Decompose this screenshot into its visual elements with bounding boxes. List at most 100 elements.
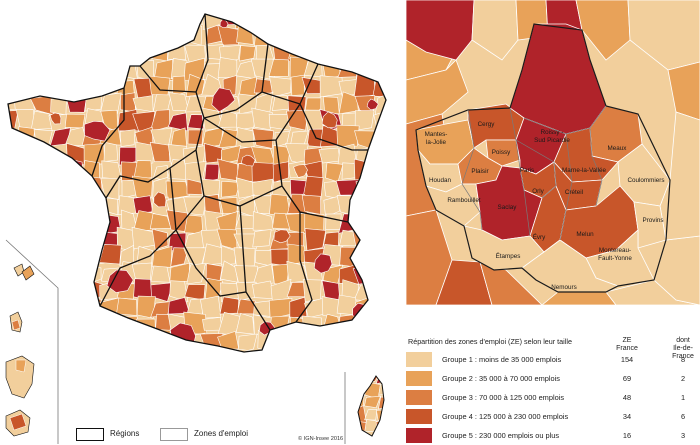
employment-zone [151, 228, 169, 251]
guadeloupe [13, 263, 35, 281]
employment-zone [184, 44, 207, 63]
employment-zone [358, 28, 375, 46]
employment-zone [29, 73, 54, 98]
employment-zone [341, 162, 356, 180]
employment-zone [13, 42, 37, 64]
employment-zone [233, 233, 258, 250]
employment-zone [83, 14, 101, 29]
employment-zone [319, 75, 344, 98]
legend-row-groupe-3: Groupe 3 : 70 000 à 125 000 emplois 48 1 [406, 390, 700, 406]
employment-zone [84, 314, 104, 334]
legend-idf-groupe-1: 8 [680, 355, 686, 364]
label-saclay: Saclay [498, 204, 518, 211]
employment-zone [233, 247, 256, 269]
employment-zone [389, 7, 405, 24]
employment-zone [151, 41, 169, 62]
legend-ze-groupe-1: 154 [620, 355, 634, 364]
label-melun: Melun [576, 231, 594, 238]
employment-zone [49, 176, 69, 199]
employment-zone-major [240, 154, 256, 167]
employment-zone-major [293, 164, 308, 178]
employment-zone [388, 229, 405, 248]
zone-outer-ne-2 [667, 61, 700, 121]
employment-zone [116, 297, 138, 316]
label-evry: Évry [533, 232, 546, 241]
label-nemours: Nemours [551, 284, 577, 291]
employment-zone [339, 14, 359, 28]
label-orly: Orly [532, 188, 544, 195]
employment-zone [268, 58, 289, 77]
legend-row-groupe-4: Groupe 4 : 125 000 à 230 000 emplois 34 … [406, 409, 700, 425]
employment-zone [325, 213, 342, 230]
employment-zone [354, 110, 375, 131]
legend-idf-groupe-3: 1 [680, 393, 686, 402]
employment-zone [372, 297, 386, 317]
employment-zone [17, 14, 36, 29]
employment-zone [49, 230, 72, 250]
employment-zone [341, 331, 360, 352]
legend-col-ze-france: ZE France [616, 337, 638, 352]
employment-zone [251, 107, 273, 131]
employment-zone [82, 194, 105, 216]
employment-zone [148, 75, 171, 96]
employment-zone [48, 44, 68, 64]
employment-zone [202, 316, 223, 331]
employment-zone [17, 160, 33, 183]
employment-zone [82, 73, 104, 95]
employment-zone [217, 57, 238, 78]
employment-zone [16, 245, 37, 267]
employment-zone [374, 230, 386, 250]
employment-zone [204, 163, 220, 183]
employment-zone [48, 160, 69, 179]
employment-zone [319, 14, 341, 29]
legend-label-groupe-5: Groupe 5 : 230 000 emplois ou plus [442, 431, 560, 440]
idf-region-border [415, 23, 671, 293]
zone-border-label: Zones d'emploi [194, 429, 248, 438]
employment-zone [31, 333, 54, 352]
employment-zone [285, 351, 306, 352]
employment-zone [84, 25, 103, 45]
employment-zone [272, 351, 291, 352]
employment-zone [370, 62, 386, 79]
employment-zone [184, 214, 204, 235]
employment-zone [376, 409, 384, 422]
employment-zone [119, 129, 136, 147]
employment-zone [64, 299, 87, 319]
employment-zone [32, 314, 52, 335]
employment-zone [167, 112, 188, 132]
employment-zone [152, 328, 173, 352]
employment-zone [12, 177, 35, 200]
employment-zone [8, 196, 20, 215]
overseas-insets [5, 239, 346, 444]
employment-zone [65, 244, 88, 264]
region-borders [7, 13, 387, 353]
employment-zone [103, 141, 119, 162]
employment-zone [66, 349, 85, 352]
employment-zone [30, 110, 53, 130]
label-mantes: Mantes-la-Jolie [425, 131, 448, 146]
employment-zone [8, 227, 20, 252]
employment-zone [8, 278, 19, 303]
employment-zone [221, 180, 240, 198]
employment-zone [17, 198, 36, 217]
employment-zone [374, 211, 386, 234]
employment-zone-major [153, 191, 167, 208]
employment-zone [321, 333, 342, 352]
legend-row-groupe-1: Groupe 1 : moins de 35 000 emplois 154 8 [406, 352, 700, 368]
employment-zone [65, 230, 87, 249]
legend-title: Répartition des zones d'emploi (ZE) selo… [408, 337, 572, 346]
employment-zone [364, 408, 378, 421]
employment-zone [354, 40, 373, 63]
employment-zone [13, 330, 38, 351]
employment-zone [32, 246, 55, 264]
employment-zone [116, 14, 138, 29]
employment-zone [84, 214, 100, 234]
employment-zone [236, 23, 254, 45]
employment-zone [15, 75, 32, 97]
legend: Répartition des zones d'emploi (ZE) selo… [400, 310, 700, 445]
employment-zone [35, 163, 55, 182]
employment-zone [99, 56, 118, 79]
legend-col-ile-de-france: dont Ile-de-France [672, 337, 694, 360]
employment-zone [15, 141, 37, 165]
employment-zone [65, 214, 88, 234]
